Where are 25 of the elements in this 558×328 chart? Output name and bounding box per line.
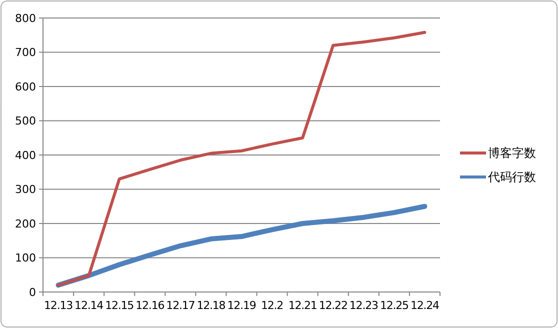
x-tick-label: 12.21: [288, 299, 317, 312]
x-tick-label: 12.24: [410, 299, 440, 312]
y-tick-label: 800: [15, 12, 36, 25]
x-tick-label: 12.18: [196, 299, 226, 312]
y-tick-label: 400: [15, 148, 36, 162]
x-tick-label: 12.14: [74, 299, 104, 312]
y-tick-label: 700: [15, 46, 36, 60]
y-tick-label: 100: [15, 252, 36, 265]
x-tick-label: 12.22: [318, 299, 348, 312]
x-tick-label: 12.17: [166, 299, 196, 312]
y-tick-label: 0: [29, 286, 36, 299]
legend-label: 代码行数: [487, 170, 536, 184]
line-series: [56, 30, 426, 287]
x-tick-label: 12.16: [136, 299, 165, 312]
x-tick-label: 12.15: [105, 299, 134, 312]
y-tick-label: 600: [15, 80, 36, 94]
x-tick-label: 12.25: [380, 299, 410, 312]
y-tick-label: 500: [15, 114, 36, 128]
x-tick-label: 12.13: [44, 299, 74, 312]
y-tick-label: 200: [15, 217, 36, 230]
y-tick-label: 300: [15, 183, 36, 196]
legend-label: 博客字数: [488, 146, 536, 160]
x-tick-label: 12.23: [349, 299, 378, 312]
x-tick-label: 12.2: [260, 299, 284, 312]
x-tick-label: 12.19: [227, 299, 256, 312]
